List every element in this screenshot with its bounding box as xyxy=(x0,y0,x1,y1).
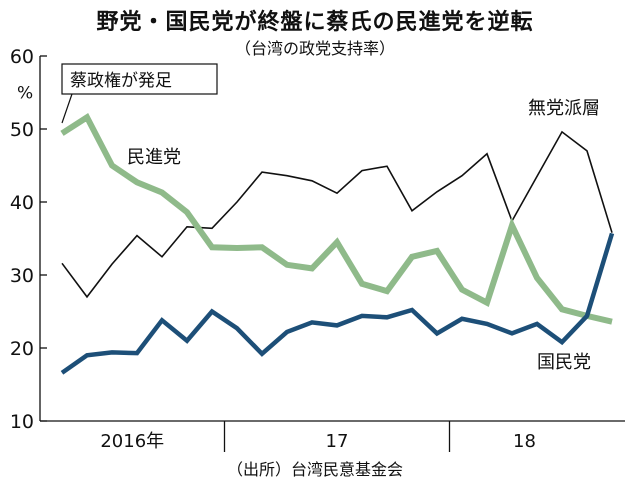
x-group-label: 18 xyxy=(513,431,536,452)
y-tick-label: 60 xyxy=(10,46,34,68)
annotation-text: 蔡政権が発足 xyxy=(70,71,172,91)
y-tick-label: 40 xyxy=(10,192,34,214)
series-line xyxy=(61,130,613,299)
series-label: 国民党 xyxy=(537,352,591,373)
series-line xyxy=(60,112,613,325)
series-label: 無党派層 xyxy=(528,98,600,119)
annotation-pointer xyxy=(61,93,73,124)
y-tick-label: 50 xyxy=(10,119,34,141)
annotation-callout: 蔡政権が発足 xyxy=(61,63,218,124)
source-note: （出所）台湾民意基金会 xyxy=(226,460,403,479)
y-unit-label: % xyxy=(17,84,33,104)
chart-title: 野党・国民党が終盤に蔡氏の民進党を逆転 xyxy=(96,10,534,35)
x-group-label: 2016年 xyxy=(100,431,164,452)
chart-subtitle: （台湾の政党支持率） xyxy=(234,39,395,58)
x-group-label: 17 xyxy=(326,431,349,452)
annotation-box xyxy=(61,63,218,95)
y-tick-label: 30 xyxy=(10,265,34,287)
y-tick-label: 10 xyxy=(10,411,34,433)
y-tick-label: 20 xyxy=(10,338,34,360)
series-line xyxy=(60,232,615,375)
series-label: 民進党 xyxy=(127,147,181,168)
